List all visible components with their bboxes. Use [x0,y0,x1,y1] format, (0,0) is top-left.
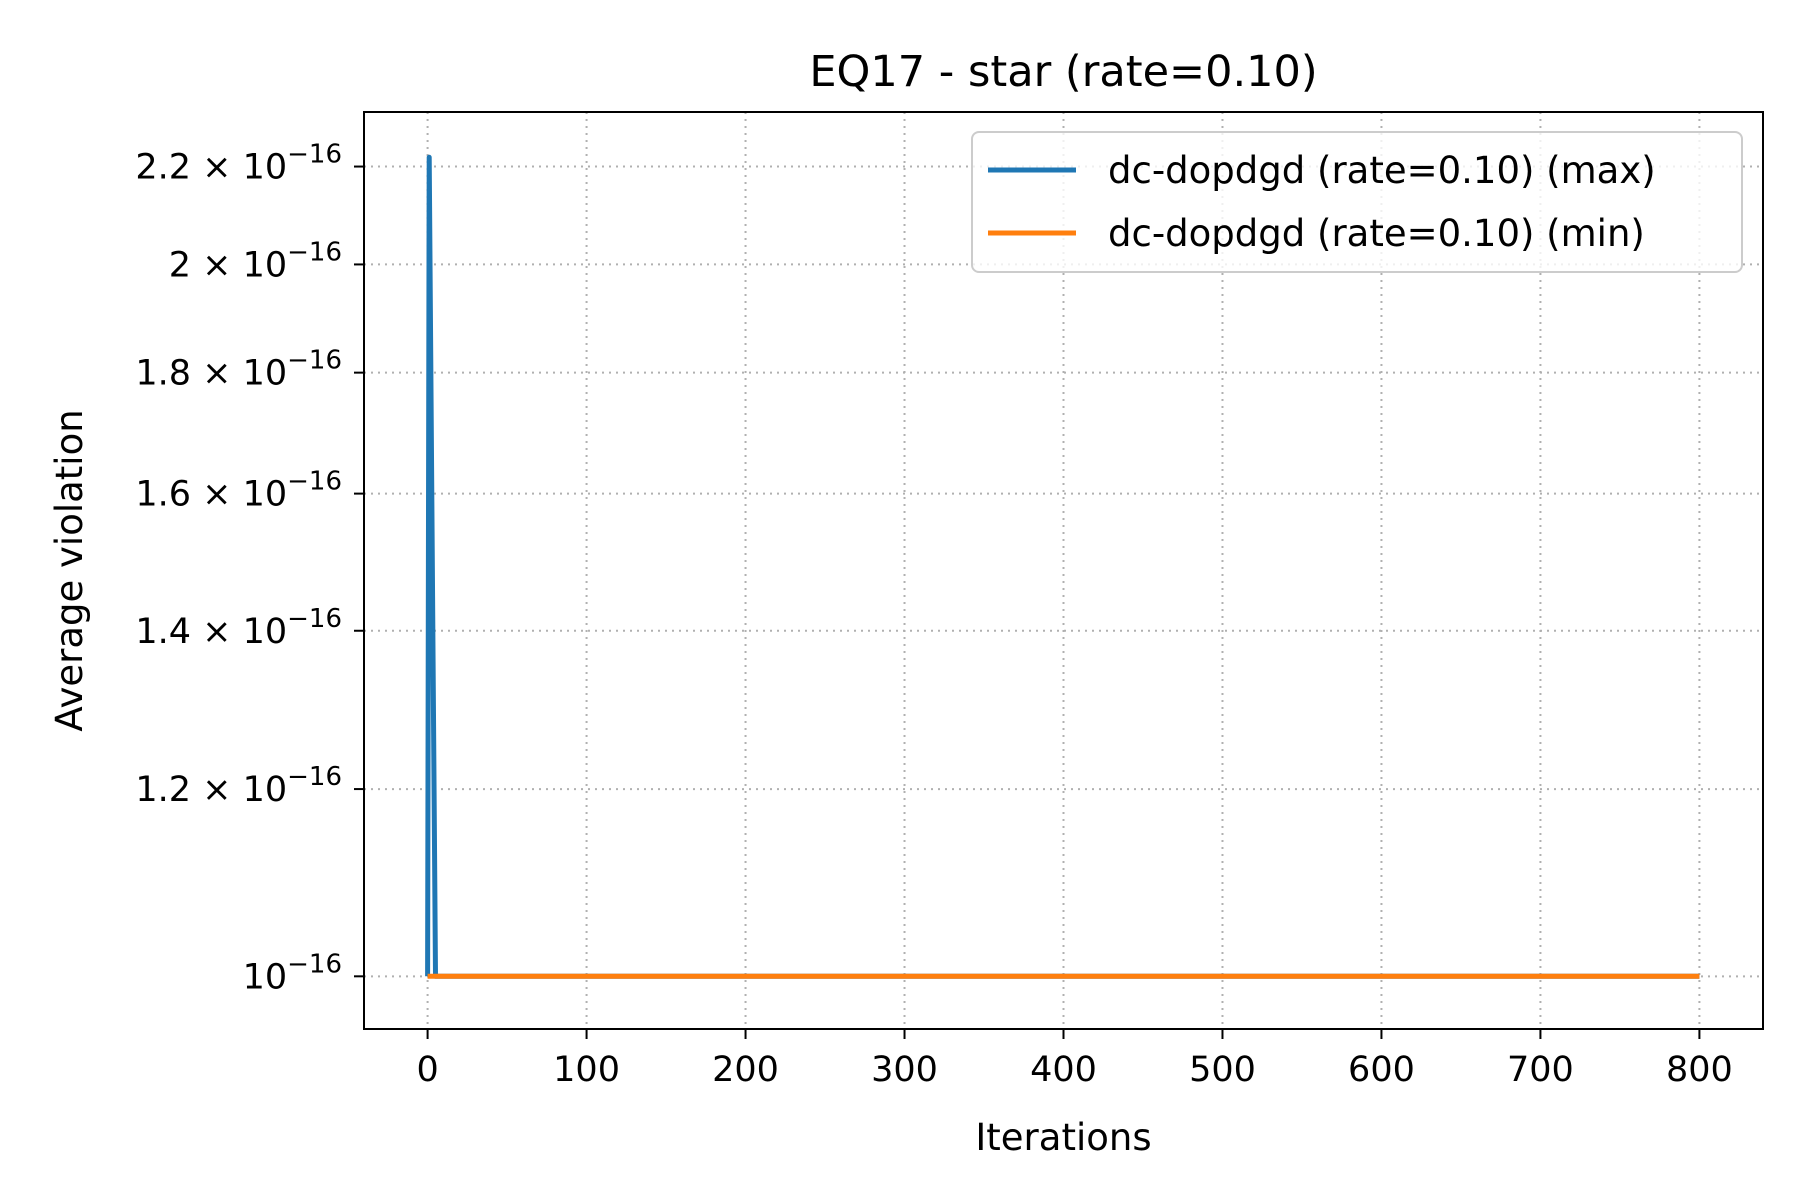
chart-title: EQ17 - star (rate=0.10) [809,47,1317,97]
y-tick-label: 2.2 × 10−16 [135,140,342,188]
y-tick-label: 2 × 10−16 [169,237,342,285]
y-tick-label: 1.4 × 10−16 [135,604,342,652]
x-tick-label: 700 [1507,1050,1574,1090]
x-tick-label: 800 [1666,1050,1733,1090]
x-tick-label: 600 [1348,1050,1415,1090]
x-tick-label: 500 [1189,1050,1256,1090]
legend: dc-dopdgd (rate=0.10) (max) dc-dopdgd (ra… [971,131,1743,273]
x-tick-label: 0 [416,1050,438,1090]
y-tick-label: 1.2 × 10−16 [135,762,342,810]
series-layer [425,154,1700,979]
x-tick-label: 300 [871,1050,938,1090]
x-axis-label: Iterations [975,1116,1151,1159]
legend-label: dc-dopdgd (rate=0.10) (max) [1108,149,1656,192]
legend-label: dc-dopdgd (rate=0.10) (min) [1108,212,1645,255]
x-tick-label: 100 [553,1050,620,1090]
y-tick-label: 1.6 × 10−16 [135,467,342,515]
ticks-layer: 0 100 200 300 400 500 600 700 800 10−16 1.2 × 10−1… [135,140,1732,1090]
x-tick-label: 400 [1030,1050,1097,1090]
x-tick-label: 200 [712,1050,779,1090]
y-axis-label: Average violation [48,409,91,731]
y-tick-label: 1.8 × 10−16 [135,346,342,394]
y-tick-label: 10−16 [243,949,342,997]
legend-box [971,131,1743,273]
